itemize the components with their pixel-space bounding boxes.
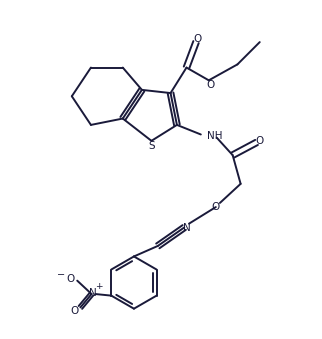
Text: O: O bbox=[71, 306, 79, 316]
Text: N: N bbox=[89, 288, 97, 298]
Text: +: + bbox=[95, 282, 102, 291]
Text: O: O bbox=[256, 136, 264, 146]
Text: O: O bbox=[194, 34, 202, 44]
Text: O: O bbox=[66, 274, 74, 284]
Text: O: O bbox=[212, 202, 220, 212]
Text: S: S bbox=[149, 141, 156, 151]
Text: −: − bbox=[57, 270, 65, 280]
Text: O: O bbox=[206, 80, 214, 90]
Text: NH: NH bbox=[207, 131, 223, 141]
Text: N: N bbox=[183, 223, 191, 233]
